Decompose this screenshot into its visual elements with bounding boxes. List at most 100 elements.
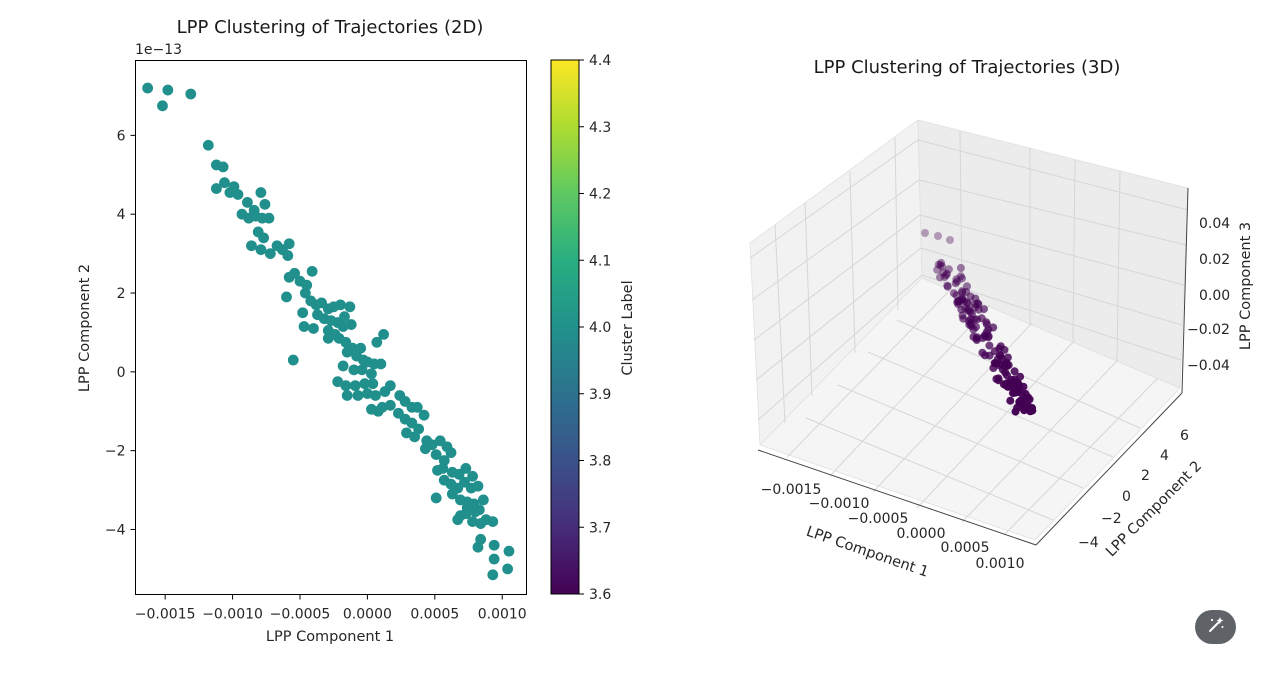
chart-2d-point [469,506,481,518]
chart-2d-points [142,82,515,581]
chart-2d-point [287,354,299,366]
chart-2d-point [452,514,464,526]
chart-2d-point [460,462,472,474]
chart-2d-point [372,405,384,417]
chart-3d-point [974,305,983,314]
chart-2d-point [411,401,423,413]
chart-2d-y-tick-label: 6 [117,128,126,144]
chart-2d-y-tick-label: 2 [117,286,126,302]
chart-3d-z-ticks: 0.04 0.02 0.00 −0.02 −0.04 [1187,216,1230,374]
chart-2d-point [426,439,438,451]
chart-2d-point [488,553,500,565]
chart-2d-point [345,319,357,330]
chart-3d-axes [757,187,1189,546]
chart-2d-point [282,250,294,261]
chart-2d-point [371,336,383,348]
chart-2d-point [255,187,267,198]
chart-2d-point [487,516,499,527]
chart-3d-point [957,305,966,314]
chart-3d-z-tick-label: 0.04 [1199,216,1230,232]
chart-3d-x-tick-label: 0.0005 [941,540,990,556]
chart-2d-point [370,390,381,401]
chart-2d-point [477,494,489,506]
chart-3d-point [982,320,991,329]
chart-3d-panes [749,119,1189,541]
chart-3d-title: LPP Clustering of Trajectories (3D) [814,57,1121,78]
chart-2d-point [359,378,371,390]
chart-2d-point [308,323,319,334]
chart-2d-point [348,364,360,376]
chart-3d-x-tick-label: 0.0010 [976,556,1025,572]
chart-2d-y-tick-label: −2 [105,444,126,460]
chart-3d-point [989,323,998,332]
chart-3d-point [921,229,929,237]
chart-2d-point [445,447,457,459]
chart-3d-point [1016,372,1025,381]
chart-3d-z-tick-label: 0.00 [1199,288,1230,304]
chart-2d-point [384,399,396,411]
magic-wand-edit-icon [1207,616,1225,638]
chart-2d-point [472,480,484,492]
chart-2d-point [232,189,244,200]
chart-2d-point [502,563,514,575]
colorbar-tick-label: 3.6 [589,587,611,603]
chart-2d-y-axis-label: LPP Component 2 [77,264,93,392]
chart-2d-point [446,488,458,500]
chart-3d-point [990,347,999,356]
chart-2d-point [378,328,389,340]
chart-2d-y-tick-label: −4 [105,522,126,538]
chart-2d-y-offset-text: 1e−13 [135,42,182,58]
chart-2d-x-tick-label: −0.0005 [270,607,331,623]
chart-2d-point [472,541,484,553]
chart-2d-point [349,380,361,392]
chart-3d-x-tick-label: −0.0005 [848,511,909,527]
chart-3d-point [1006,396,1015,405]
chart-3d-z-tick-label: −0.04 [1187,358,1230,374]
chart-2d-point [341,390,353,401]
chart-2d-point [475,518,487,529]
chart-2d-point [299,287,311,299]
chart-2d-y-tick-label: 4 [117,207,126,223]
chart-3d-point [1010,377,1019,386]
chart-2d-point [259,198,271,210]
chart-2d-point [210,183,222,194]
chart-3d-point [966,308,975,317]
chart-3d-y-tick-label: 6 [1180,428,1189,444]
chart-2d-point [322,332,334,344]
chart-2d-point [337,360,349,372]
chart-2d-x-axis-label: LPP Component 1 [266,629,394,645]
chart-2d-point [430,449,442,460]
chart-3d-point [958,311,967,320]
chart-2d-point [335,299,346,311]
edit-button[interactable] [1195,610,1236,644]
chart-3d-point [995,361,1004,370]
colorbar-tick-label: 3.8 [589,454,611,470]
chart-2d-point [352,390,364,401]
chart-2d-point [297,307,309,319]
colorbar-tick-label: 4.4 [589,53,611,69]
chart-3d-point [982,328,991,337]
chart-3d-point [956,264,965,272]
chart-2d-point [263,212,275,224]
chart-3d-point [937,258,946,267]
chart-3d-z-axis-label: LPP Component 3 [1238,222,1254,350]
chart-2d-point [298,321,310,332]
chart-2d-point [202,139,214,151]
chart-2d-point [341,346,353,358]
chart-3d-point [971,294,980,303]
chart-2d-point [432,464,443,476]
chart-3d-point [967,322,976,330]
chart-2d-x-tick-label: 0.0000 [343,607,392,623]
chart-3d-x-tick-label: −0.0015 [761,482,822,498]
chart-2d-point [367,378,379,390]
chart-2d-point [467,516,478,527]
chart-2d-point [375,358,387,370]
colorbar-tick-label: 3.9 [589,387,611,403]
chart-3d-point [958,288,967,297]
chart-2d-point [264,248,276,260]
chart-2d-point [242,196,253,208]
chart-2d-x-tick-label: 0.0010 [478,607,527,623]
chart-2d-y-ticks: −4 −2 0 2 4 6 [105,128,136,538]
chart-2d-x-tick-label: 0.0005 [410,607,459,623]
